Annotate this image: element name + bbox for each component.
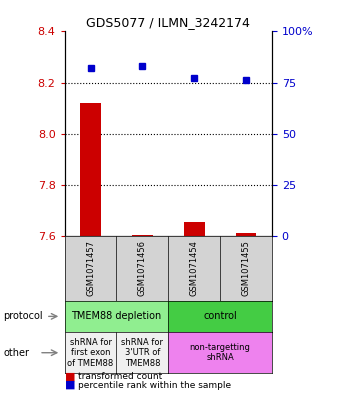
Text: shRNA for
first exon
of TMEM88: shRNA for first exon of TMEM88 — [67, 338, 114, 367]
Title: GDS5077 / ILMN_3242174: GDS5077 / ILMN_3242174 — [86, 16, 250, 29]
Text: ■: ■ — [65, 371, 75, 381]
Text: GSM1071456: GSM1071456 — [138, 240, 147, 296]
Text: percentile rank within the sample: percentile rank within the sample — [78, 381, 231, 390]
Bar — [80, 103, 101, 236]
Text: shRNA for
3'UTR of
TMEM88: shRNA for 3'UTR of TMEM88 — [121, 338, 164, 367]
Bar — [132, 235, 153, 236]
Bar — [236, 233, 256, 236]
Text: transformed count: transformed count — [78, 372, 163, 381]
Text: TMEM88 depletion: TMEM88 depletion — [71, 311, 162, 321]
Text: other: other — [3, 348, 29, 358]
Text: GSM1071454: GSM1071454 — [190, 240, 199, 296]
Text: non-targetting
shRNA: non-targetting shRNA — [190, 343, 251, 362]
Text: ■: ■ — [65, 380, 75, 390]
Text: GSM1071457: GSM1071457 — [86, 240, 95, 296]
Text: control: control — [203, 311, 237, 321]
Text: GSM1071455: GSM1071455 — [242, 240, 251, 296]
Text: protocol: protocol — [3, 311, 43, 321]
Bar — [184, 222, 205, 236]
